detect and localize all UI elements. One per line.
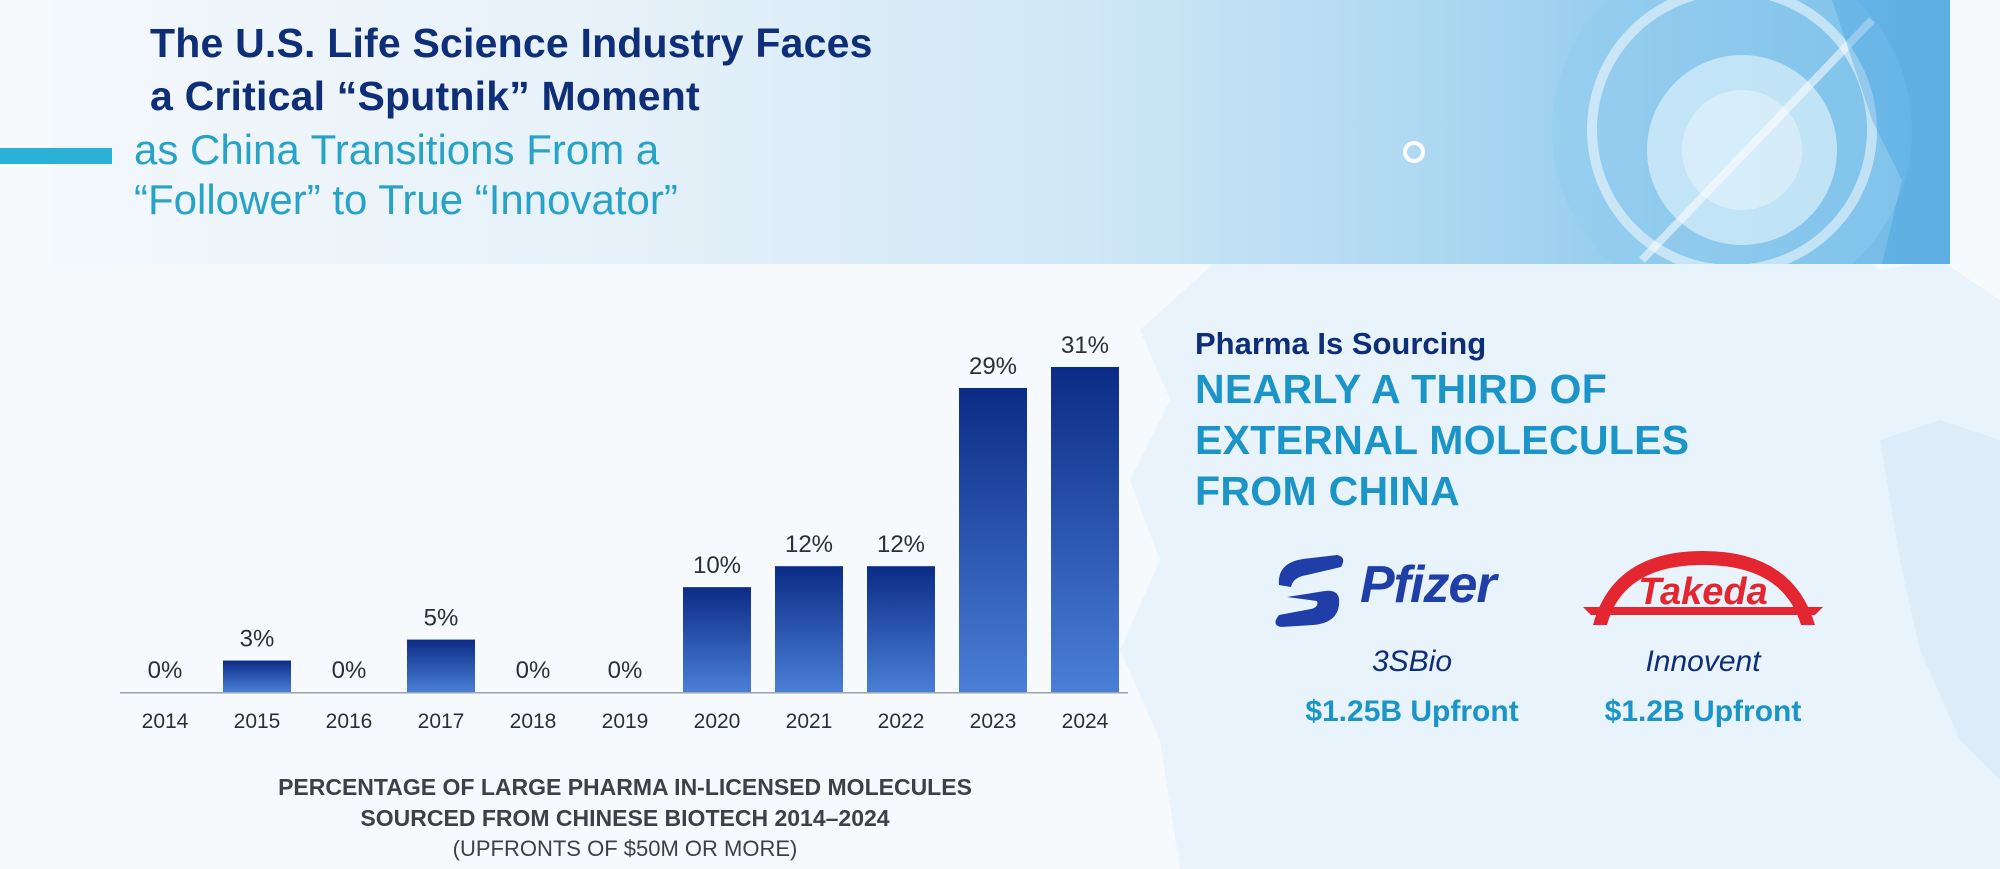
data-label-2014: 0%: [148, 657, 183, 684]
data-label-2023: 29%: [969, 353, 1017, 380]
data-label-2017: 5%: [424, 605, 459, 632]
molecule-art: [1403, 0, 1950, 264]
bar-2021: [775, 566, 843, 692]
x-tick-2022: 2022: [878, 710, 925, 733]
bar-2024: [1051, 367, 1119, 692]
callout-headline-line-1: NEARLY A THIRD OF: [1195, 366, 1608, 412]
deal-partner: Innovent: [1645, 645, 1761, 678]
bar-chart: 0% 2014 3% 2015 0% 2016 5% 2017 0% 2018 0% 2019 10% 2…: [0, 264, 1160, 869]
x-tick-2016: 2016: [326, 710, 373, 733]
data-label-2016: 0%: [332, 657, 367, 684]
bar-2017: [407, 639, 475, 692]
subtitle-line-2: “Follower” to True “Innovator”: [134, 176, 678, 223]
chart-title-line-2: SOURCED FROM CHINESE BIOTECH 2014–2024: [360, 805, 890, 831]
deal-upfront: $1.25B Upfront: [1305, 695, 1519, 728]
data-label-2019: 0%: [608, 657, 643, 684]
page-title-line-2: a Critical “Sputnik” Moment: [150, 73, 700, 119]
pfizer-pill-icon: [1275, 555, 1344, 627]
chart-title-line-1: PERCENTAGE OF LARGE PHARMA IN-LICENSED M…: [278, 774, 972, 800]
bar-2022: [867, 566, 935, 692]
chart-subtitle: (UPFRONTS OF $50M OR MORE): [452, 836, 798, 861]
x-tick-2020: 2020: [694, 710, 741, 733]
x-tick-2015: 2015: [234, 710, 281, 733]
x-tick-2023: 2023: [970, 710, 1017, 733]
deal-takeda: Takeda Innovent $1.2B Upfront: [1553, 545, 1853, 729]
data-label-2018: 0%: [516, 657, 551, 684]
china-map-background: [1120, 190, 2000, 869]
callout-lead: Pharma Is Sourcing: [1195, 326, 1487, 361]
callout-headline-line-2: EXTERNAL MOLECULES: [1195, 417, 1690, 463]
data-label-2024: 31%: [1061, 332, 1109, 359]
header-banner: The U.S. Life Science Industry Faces a C…: [52, 0, 1950, 264]
pfizer-wordmark: Pfizer: [1360, 556, 1497, 614]
x-tick-2014: 2014: [142, 710, 189, 733]
callout-headline-line-3: FROM CHINA: [1195, 468, 1460, 514]
takeda-arch-icon: [1583, 551, 1823, 625]
x-tick-2019: 2019: [602, 710, 649, 733]
data-label-2022: 12%: [877, 531, 925, 558]
deal-partner: 3SBio: [1371, 645, 1453, 678]
bar-2023: [959, 387, 1027, 692]
data-label-2015: 3%: [240, 626, 275, 653]
bar-2015: [223, 660, 291, 692]
bar-chart-plot: 0% 2014 3% 2015 0% 2016 5% 2017 0% 2018 0% 2019 10% 2…: [120, 332, 1128, 733]
x-tick-2017: 2017: [418, 710, 465, 733]
data-label-2020: 10%: [693, 552, 741, 579]
takeda-logo: Takeda: [1553, 545, 1853, 637]
x-tick-2018: 2018: [510, 710, 557, 733]
deal-pfizer: Pfizer 3SBio $1.25B Upfront: [1262, 545, 1562, 729]
bar-2020: [683, 587, 751, 692]
page-title-line-1: The U.S. Life Science Industry Faces: [150, 20, 873, 66]
takeda-wordmark: Takeda: [1638, 571, 1768, 613]
accent-bar: [0, 148, 112, 164]
x-tick-2024: 2024: [1062, 710, 1109, 733]
subtitle-line-1: as China Transitions From a: [134, 126, 660, 173]
deal-upfront: $1.2B Upfront: [1604, 695, 1802, 728]
data-label-2021: 12%: [785, 531, 833, 558]
x-tick-2021: 2021: [786, 710, 833, 733]
pfizer-logo: Pfizer: [1262, 545, 1562, 637]
